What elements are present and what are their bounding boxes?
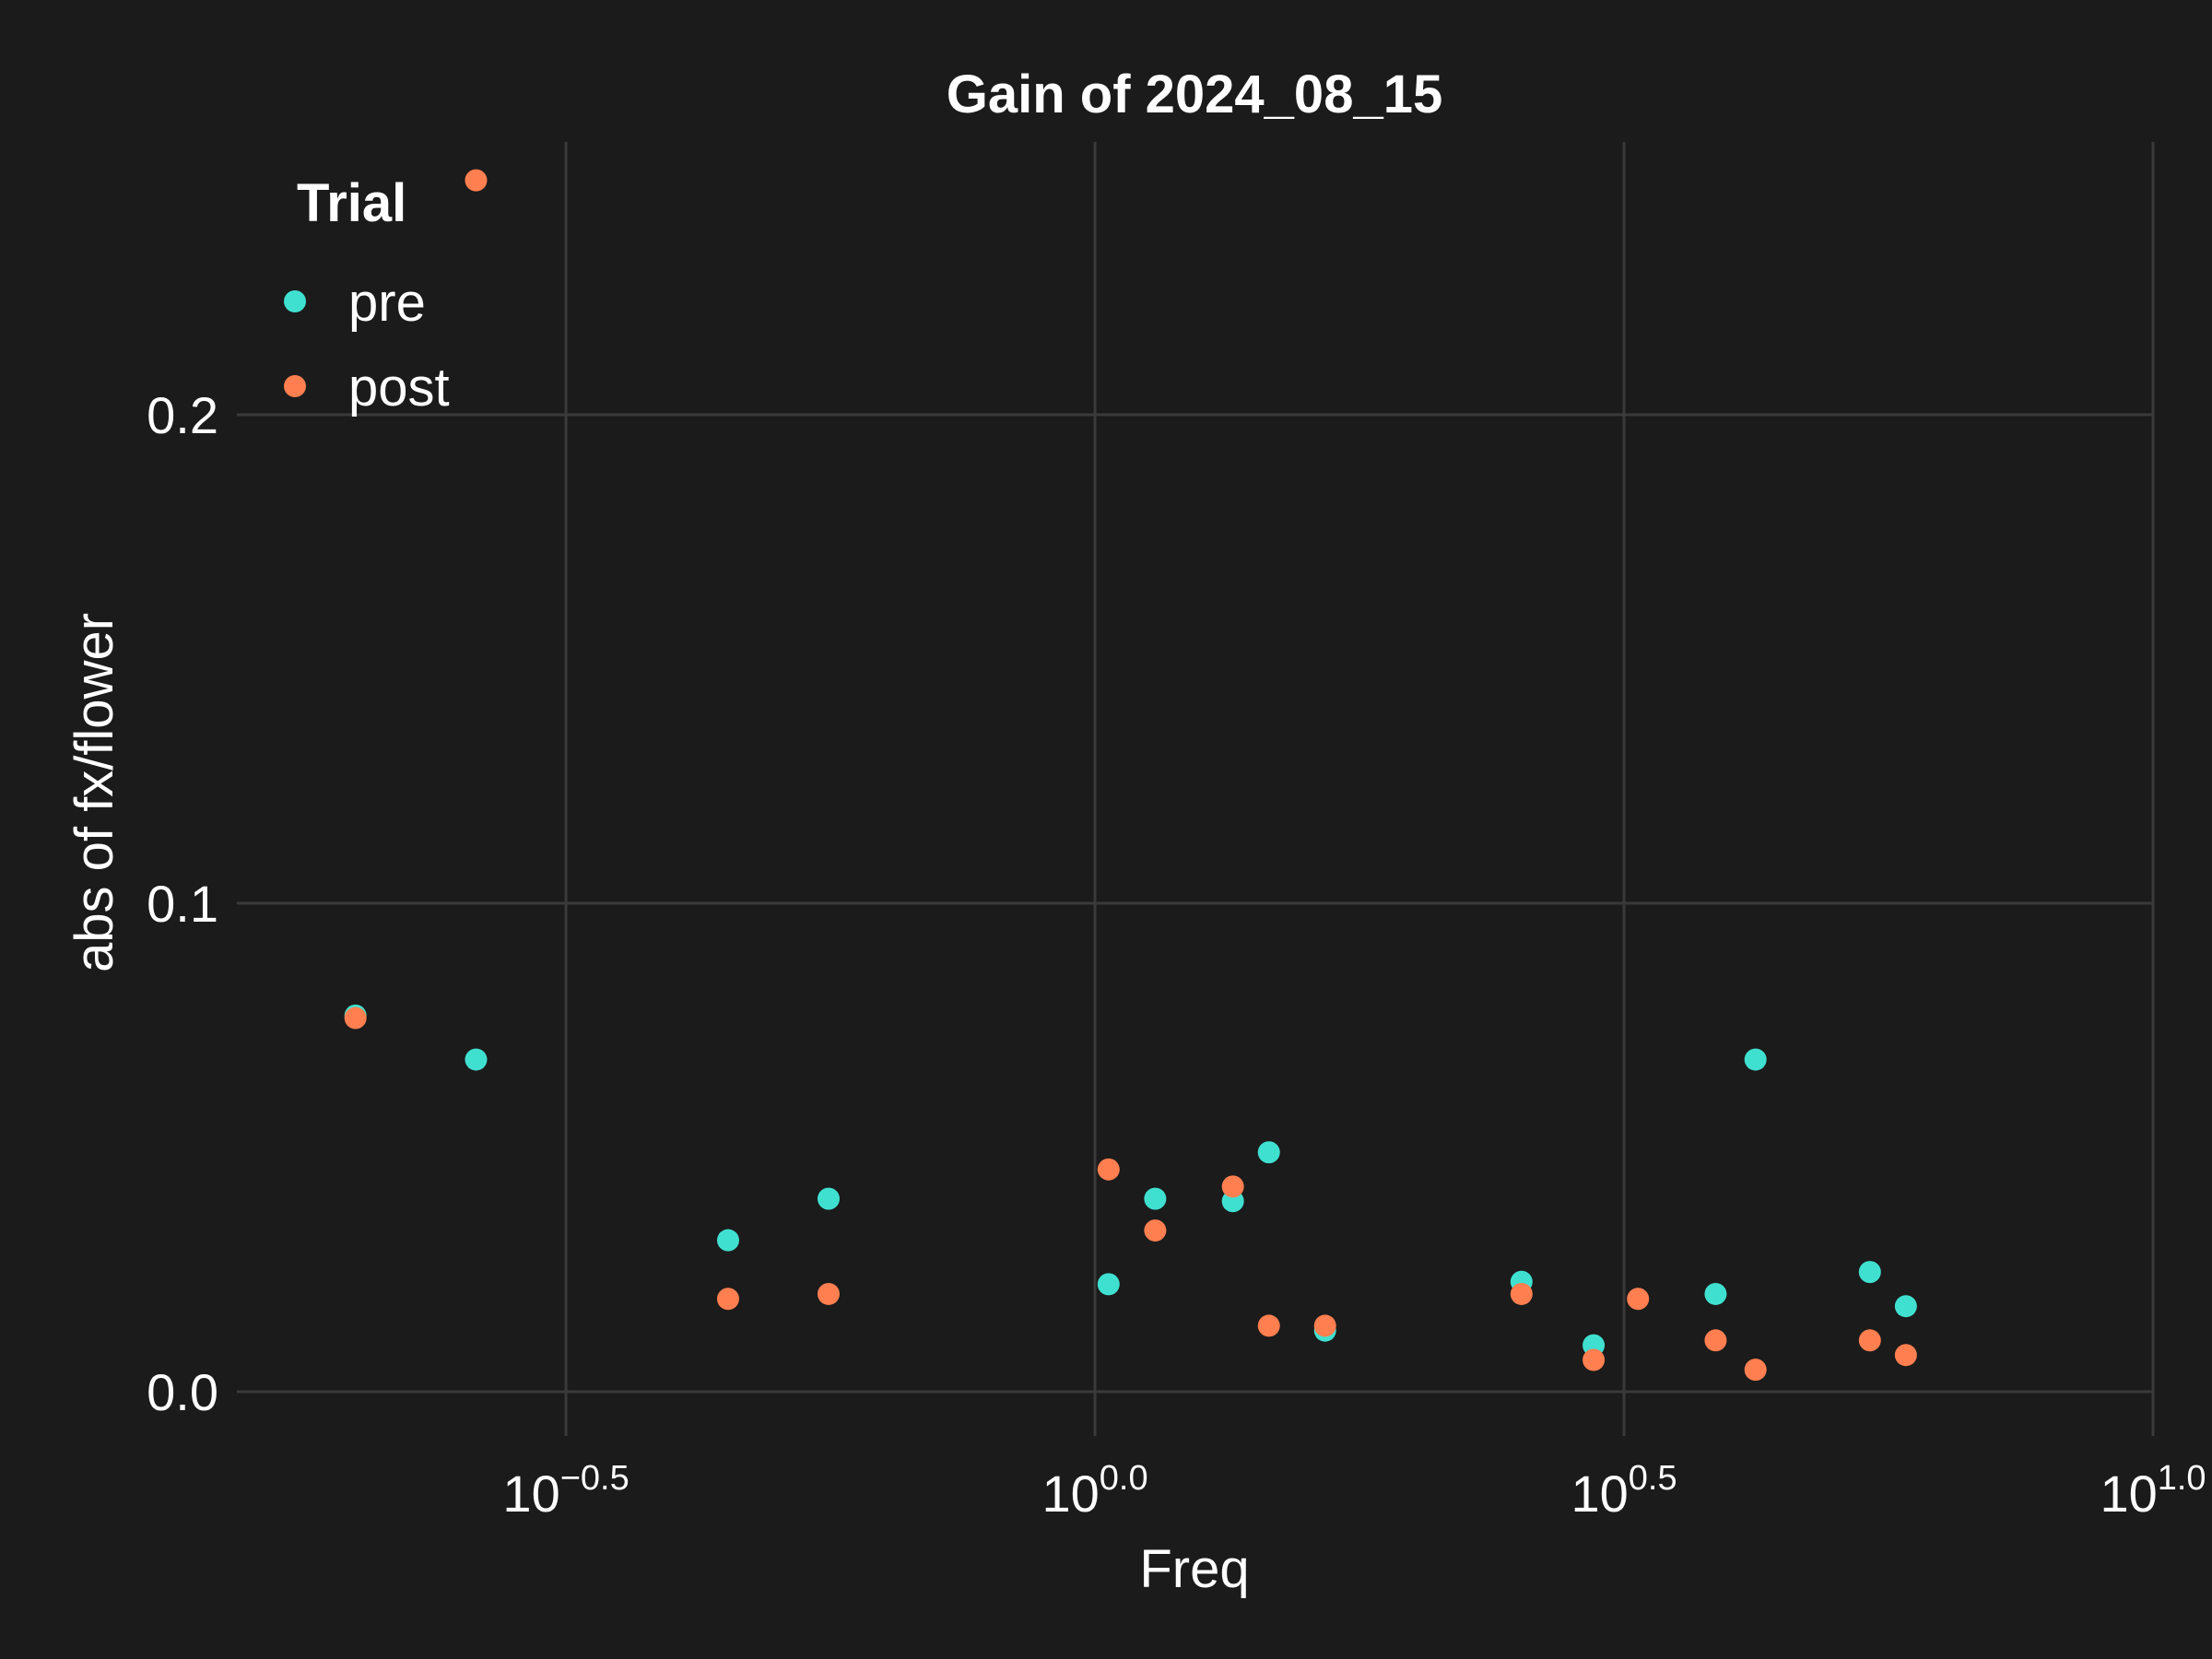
x-axis-ticks: 10−0.5 100.0 100.5 101.0 bbox=[502, 1459, 2206, 1523]
y-tick-label: 0.1 bbox=[147, 875, 218, 933]
point-post bbox=[1704, 1329, 1727, 1352]
point-post bbox=[1221, 1175, 1244, 1198]
point-post bbox=[1510, 1282, 1533, 1305]
legend-marker-pre bbox=[284, 290, 306, 312]
point-post bbox=[1744, 1359, 1767, 1382]
y-axis-label: abs of fx/flower bbox=[65, 613, 124, 972]
y-tick-label: 0.0 bbox=[147, 1363, 218, 1421]
point-pre bbox=[1858, 1261, 1881, 1284]
y-tick-label: 0.2 bbox=[147, 386, 218, 444]
x-tick-label: 100.0 bbox=[1041, 1459, 1147, 1523]
point-post bbox=[1313, 1314, 1336, 1337]
legend-label-pre: pre bbox=[348, 273, 426, 333]
point-pre bbox=[1744, 1048, 1767, 1071]
x-tick-label: 10−0.5 bbox=[502, 1459, 629, 1523]
point-post bbox=[465, 169, 488, 192]
legend-marker-post bbox=[284, 375, 306, 397]
legend: Trial pre post bbox=[284, 173, 450, 418]
point-post bbox=[1894, 1344, 1917, 1367]
point-pre bbox=[1097, 1273, 1120, 1296]
point-post bbox=[1627, 1288, 1650, 1311]
point-post bbox=[1144, 1219, 1167, 1242]
grid bbox=[237, 142, 2155, 1436]
point-post bbox=[1097, 1158, 1120, 1181]
point-post bbox=[344, 1006, 367, 1030]
x-tick-label: 101.0 bbox=[2100, 1459, 2206, 1523]
legend-title: Trial bbox=[297, 173, 406, 233]
data-points bbox=[344, 169, 1917, 1382]
point-post bbox=[1858, 1329, 1881, 1352]
chart-title: Gain of 2024_08_15 bbox=[947, 65, 1442, 124]
x-tick-label: 100.5 bbox=[1571, 1459, 1677, 1523]
point-pre bbox=[1894, 1295, 1917, 1318]
point-post bbox=[1583, 1348, 1606, 1371]
legend-label-post: post bbox=[348, 358, 450, 418]
point-post bbox=[817, 1282, 840, 1305]
point-post bbox=[1257, 1314, 1280, 1337]
point-pre bbox=[1144, 1187, 1167, 1210]
point-post bbox=[716, 1288, 739, 1311]
x-axis-label: Freq bbox=[1139, 1539, 1249, 1599]
point-pre bbox=[1257, 1141, 1280, 1164]
point-pre bbox=[1704, 1282, 1727, 1305]
point-pre bbox=[465, 1048, 488, 1071]
y-axis-ticks: 0.0 0.1 0.2 bbox=[147, 386, 218, 1421]
point-pre bbox=[817, 1187, 840, 1210]
point-pre bbox=[716, 1229, 739, 1252]
